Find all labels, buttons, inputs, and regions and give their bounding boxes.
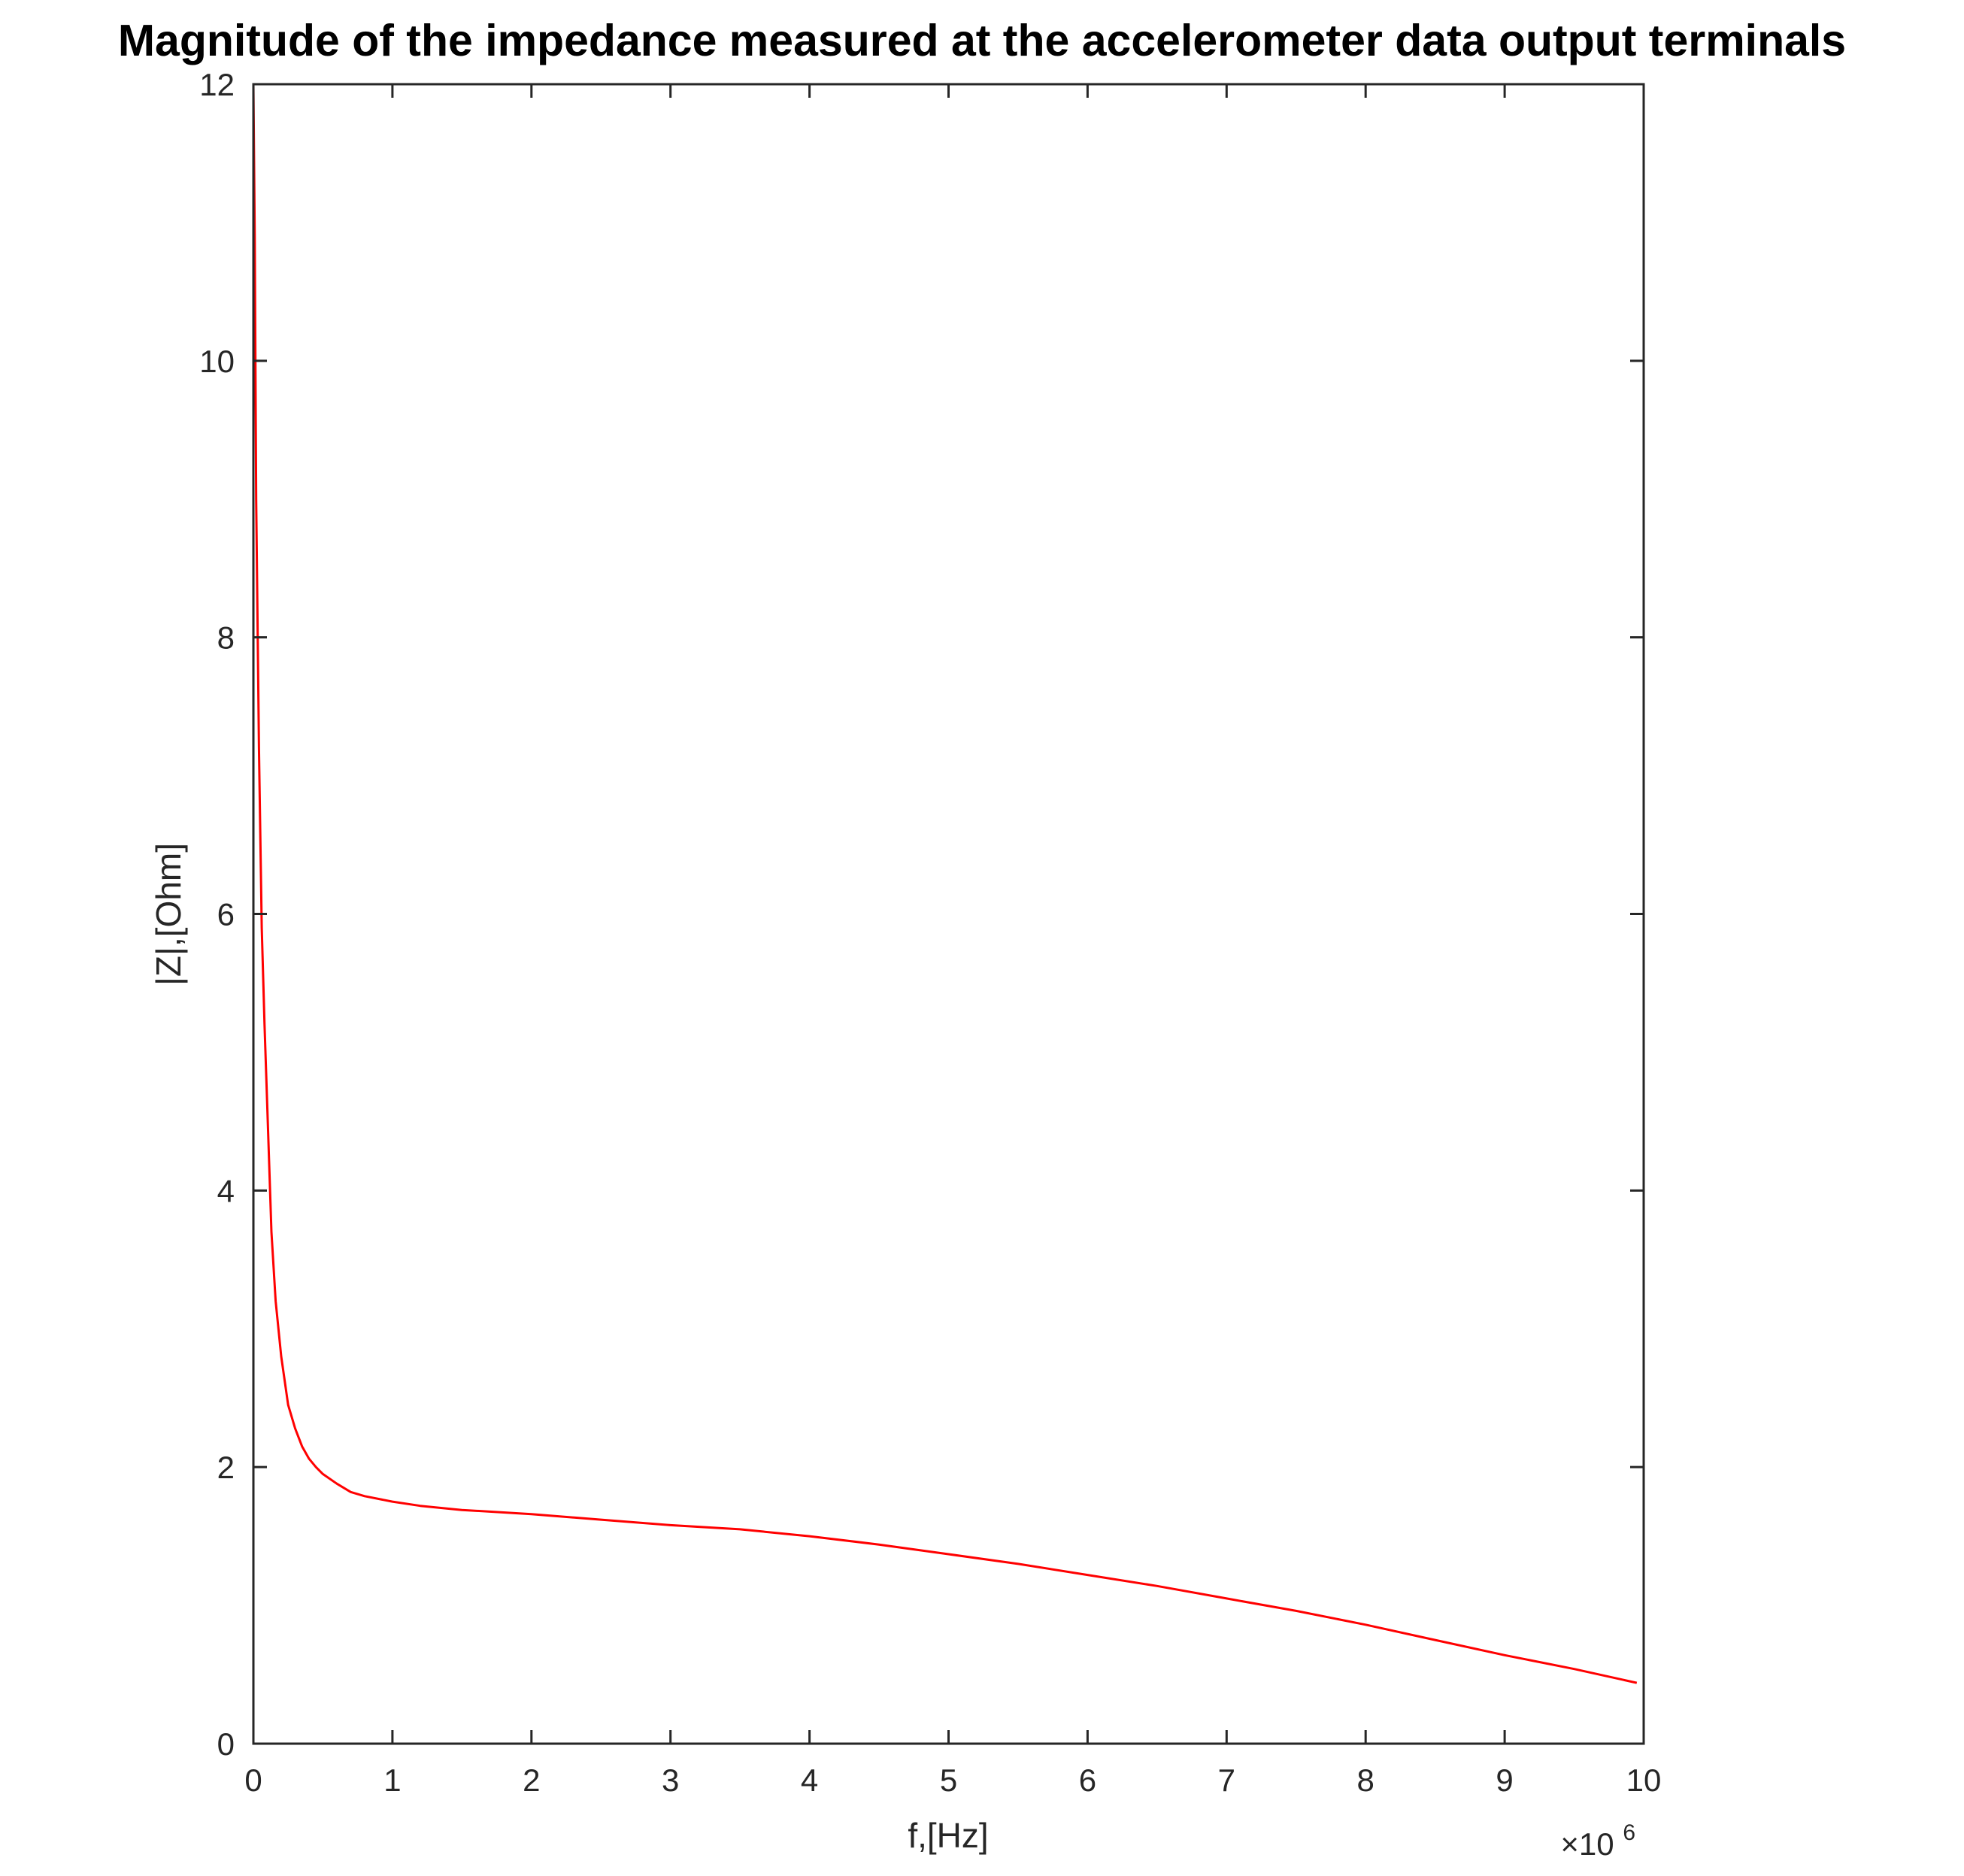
x-axis-exponent-power: 6: [1623, 1820, 1635, 1845]
plot-background: [253, 84, 1644, 1744]
y-axis-ticks: 0 2 4 6 8 10 12: [199, 67, 1644, 1762]
y-tick-label: 10: [199, 344, 235, 379]
y-tick-label: 8: [217, 620, 235, 656]
x-tick-label: 9: [1496, 1762, 1513, 1798]
x-tick-label: 3: [662, 1762, 679, 1798]
x-tick-label: 4: [801, 1762, 818, 1798]
data-layer: [252, 83, 1638, 1684]
x-axis-label: f,[Hz]: [908, 1816, 988, 1855]
y-tick-label: 4: [217, 1173, 235, 1208]
y-tick-label: 12: [199, 67, 235, 102]
y-tick-label: 6: [217, 897, 235, 932]
x-tick-label: 7: [1218, 1762, 1235, 1798]
impedance-line: [252, 83, 1638, 1684]
x-tick-label: 5: [940, 1762, 957, 1798]
x-axis-ticks: 0 1 2 3 4 5 6 7 8 9 10: [244, 84, 1661, 1798]
chart-title: Magnitude of the impedance measured at t…: [118, 16, 1846, 65]
x-tick-label: 8: [1357, 1762, 1374, 1798]
x-tick-label: 2: [523, 1762, 540, 1798]
x-axis-exponent: ×10 6: [1560, 1820, 1635, 1862]
y-tick-label: 2: [217, 1450, 235, 1485]
y-axis-label: |Z|,[Ohm]: [149, 843, 188, 986]
x-tick-label: 10: [1626, 1762, 1662, 1798]
x-tick-label: 6: [1079, 1762, 1096, 1798]
x-axis-exponent-base: ×10: [1560, 1826, 1614, 1862]
y-tick-label: 0: [217, 1726, 235, 1762]
x-tick-label: 0: [244, 1762, 262, 1798]
x-tick-label: 1: [383, 1762, 401, 1798]
